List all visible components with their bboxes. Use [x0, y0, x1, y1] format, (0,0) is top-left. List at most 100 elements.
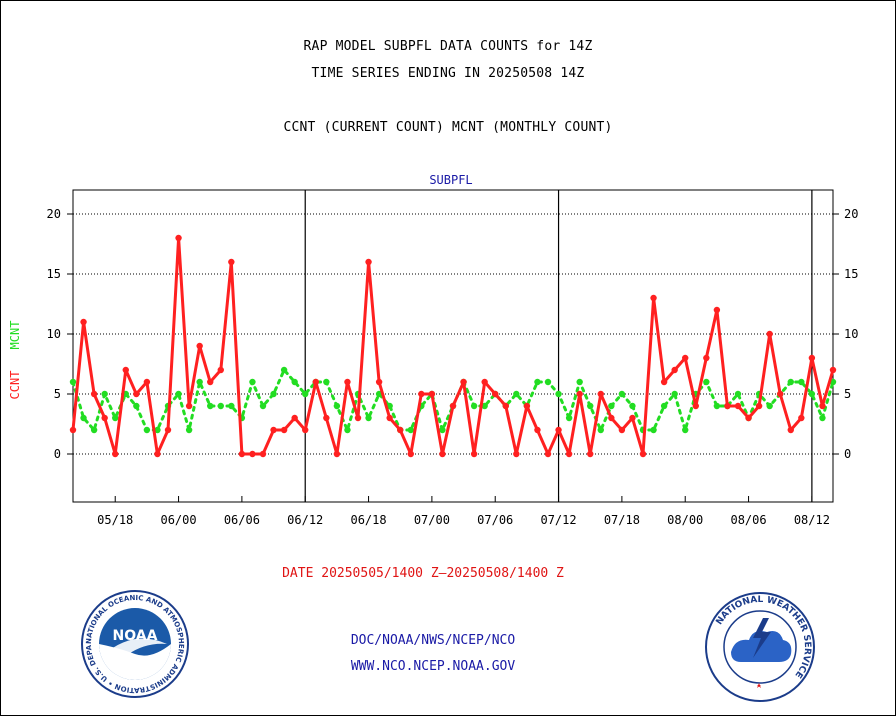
- mcnt-point: [101, 390, 108, 398]
- xtick-label: 05/18: [97, 513, 133, 527]
- mcnt-point: [344, 426, 351, 434]
- day-boundaries: [304, 190, 813, 502]
- xtick-label: 07/18: [604, 513, 640, 527]
- ccnt-point: [418, 390, 425, 398]
- ccnt-point: [692, 402, 699, 410]
- noaa-logo[interactable]: NATIONAL OCEANIC AND ATMOSPHERIC ADMINIS…: [81, 590, 189, 698]
- ytick-label-right: 10: [844, 327, 858, 341]
- ccnt-point: [565, 450, 573, 458]
- ccnt-point: [259, 450, 267, 458]
- mcnt-point: [270, 390, 277, 398]
- xtick-label: 08/00: [667, 513, 703, 527]
- mcnt-point: [819, 414, 826, 422]
- ccnt-point: [375, 378, 383, 386]
- xtick-label: 07/12: [540, 513, 576, 527]
- chart-subtitle: CCNT (CURRENT COUNT) MCNT (MONTHLY COUNT…: [283, 120, 613, 135]
- mcnt-point: [734, 390, 742, 398]
- mcnt-point: [280, 366, 288, 374]
- ccnt-point: [650, 294, 657, 302]
- ytick-label-left: 10: [47, 327, 61, 341]
- ccnt-point: [291, 414, 298, 422]
- mcnt-point: [112, 414, 119, 422]
- ccnt-point: [217, 366, 224, 374]
- ylabel-ccnt: CCNT: [8, 371, 22, 400]
- mcnt-point: [650, 426, 657, 434]
- plot-title: SUBPFL: [429, 173, 472, 187]
- xtick-label: 07/06: [477, 513, 513, 527]
- axes: [67, 189, 839, 503]
- ccnt-point: [734, 402, 742, 410]
- mcnt-point: [565, 414, 573, 422]
- ccnt-point: [249, 450, 256, 458]
- ccnt-point: [460, 378, 467, 386]
- xtick-label: 06/06: [224, 513, 260, 527]
- mcnt-point: [470, 402, 478, 410]
- mcnt-point: [69, 378, 77, 386]
- ylabel-mcnt: MCNT: [8, 321, 22, 350]
- mcnt-point: [407, 426, 414, 434]
- ccnt-point: [713, 306, 721, 314]
- ytick-label-right: 15: [844, 267, 858, 281]
- mcnt-point: [608, 402, 615, 410]
- mcnt-point: [302, 390, 309, 398]
- ccnt-point: [671, 366, 678, 374]
- plot-frame: [72, 189, 834, 503]
- mcnt-point: [597, 426, 604, 434]
- ccnt-point: [354, 414, 362, 422]
- mcnt-point: [90, 426, 98, 434]
- ccnt-point: [228, 258, 235, 266]
- ccnt-point: [703, 354, 710, 362]
- mcnt-point: [185, 426, 193, 434]
- mcnt-point: [259, 402, 267, 410]
- ccnt-point: [185, 402, 193, 410]
- mcnt-point: [196, 378, 203, 386]
- chart-title-line2: TIME SERIES ENDING IN 20250508 14Z: [311, 66, 585, 81]
- mcnt-point: [671, 390, 678, 398]
- mcnt-point: [228, 402, 235, 410]
- date-range-label: DATE 20250505/1400 Z—20250508/1400 Z: [282, 566, 564, 581]
- ccnt-point: [238, 450, 246, 458]
- mcnt-point: [713, 402, 721, 410]
- ccnt-point: [724, 402, 731, 410]
- ccnt-point: [808, 354, 816, 362]
- nws-logo[interactable]: NATIONAL WEATHER SERVICE: [705, 592, 815, 702]
- ccnt-point: [112, 450, 119, 458]
- website-link[interactable]: WWW.NCO.NCEP.NOAA.GOV: [350, 659, 516, 674]
- ccnt-point: [175, 234, 182, 242]
- org-path-link[interactable]: DOC/NOAA/NWS/NCEP/NCO: [350, 633, 516, 648]
- ccnt-point: [280, 426, 288, 434]
- mcnt-point: [798, 378, 805, 386]
- ccnt-point: [618, 426, 626, 434]
- ccnt-point: [207, 378, 214, 386]
- ccnt-point: [660, 378, 668, 386]
- ccnt-point: [777, 390, 784, 398]
- ccnt-point: [365, 258, 372, 266]
- ccnt-point: [534, 426, 541, 434]
- ccnt-point: [122, 366, 129, 374]
- ccnt-point: [164, 426, 172, 434]
- mcnt-point: [808, 390, 816, 398]
- mcnt-point: [682, 426, 689, 434]
- ccnt-point: [302, 426, 309, 434]
- mcnt-point: [481, 402, 488, 410]
- ccnt-point: [80, 318, 87, 326]
- ccnt-point: [312, 378, 319, 386]
- mcnt-point: [629, 402, 636, 410]
- mcnt-point: [154, 426, 161, 434]
- ccnt-point: [745, 414, 752, 422]
- ccnt-point: [608, 414, 615, 422]
- ccnt-point: [755, 402, 763, 410]
- ccnt-point: [323, 414, 330, 422]
- ytick-label-right: 5: [844, 387, 851, 401]
- ccnt-point: [344, 378, 351, 386]
- mcnt-point: [703, 378, 710, 386]
- ccnt-point: [639, 450, 647, 458]
- ccnt-point: [407, 450, 414, 458]
- mcnt-point: [217, 402, 224, 410]
- ytick-label-left: 5: [54, 387, 61, 401]
- xtick-label: 08/06: [730, 513, 766, 527]
- grid-lines: [73, 213, 833, 455]
- mcnt-series: [69, 366, 837, 434]
- ccnt-point: [766, 330, 773, 338]
